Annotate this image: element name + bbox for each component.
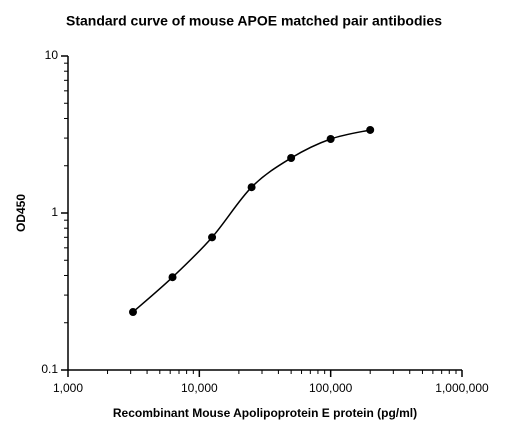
x-axis-label: Recombinant Mouse Apolipoprotein E prote… — [113, 406, 417, 420]
data-point — [326, 135, 335, 144]
y-tick-label: 10 — [45, 48, 59, 62]
x-tick-label: 1,000,000 — [435, 381, 489, 395]
data-point — [247, 183, 256, 192]
x-tick-label: 10,000 — [181, 381, 218, 395]
data-point — [168, 273, 177, 282]
y-axis-label: OD450 — [14, 194, 28, 232]
data-point — [366, 125, 375, 134]
fit-curve — [132, 129, 371, 313]
data-point — [287, 154, 296, 163]
data-point — [208, 233, 217, 242]
chart-title: Standard curve of mouse APOE matched pai… — [66, 13, 442, 29]
y-tick-label: 0.1 — [41, 362, 58, 376]
y-tick-label: 1 — [51, 205, 58, 219]
x-tick-label: 100,000 — [309, 381, 353, 395]
x-tick-label: 1,000 — [53, 381, 83, 395]
data-point — [128, 308, 137, 317]
